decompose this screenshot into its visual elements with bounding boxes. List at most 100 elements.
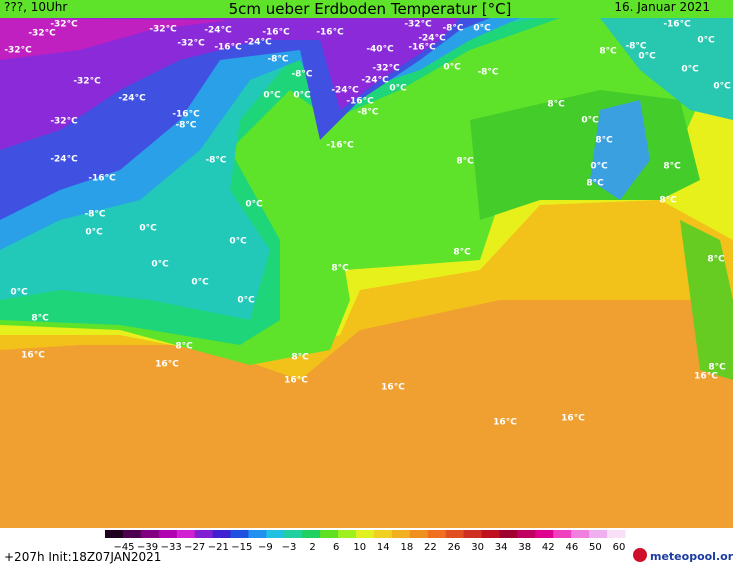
map-title: 5cm ueber Erdboden Temperatur [°C] xyxy=(229,0,512,18)
colorbar-swatch xyxy=(517,530,536,538)
colorbar-swatch xyxy=(356,530,375,538)
contour-label: 8°C xyxy=(31,314,49,324)
contour-label: 8°C xyxy=(453,248,471,258)
contour-label: -8°C xyxy=(291,70,312,80)
colorbar-swatch xyxy=(194,530,214,538)
logo-icon xyxy=(633,548,647,562)
colorbar-swatch xyxy=(391,530,411,538)
contour-label: -24°C xyxy=(50,155,78,165)
contour-label: -16°C xyxy=(316,28,344,38)
colorbar-swatch xyxy=(427,530,447,538)
colorbar-swatch xyxy=(122,530,142,538)
contour-label: -16°C xyxy=(88,174,116,184)
colorbar-swatch xyxy=(589,530,608,538)
colorbar-swatch xyxy=(445,530,465,538)
contour-label: 0°C xyxy=(581,116,599,126)
colorbar-tick-label: 38 xyxy=(518,542,531,553)
contour-label: -16°C xyxy=(346,97,374,107)
contour-label: 0°C xyxy=(229,237,247,247)
colorbar-tick-label: 2 xyxy=(309,542,315,553)
contour-label: 0°C xyxy=(713,82,731,92)
region xyxy=(590,100,650,200)
colorbar: −45 −39 −33 −27 −21 −15 −9 −3 2 6 10 14 18 22 26 30 34 38… xyxy=(105,530,626,553)
logo[interactable]: meteopool.org xyxy=(650,550,733,563)
map xyxy=(0,0,733,528)
contour-label: 8°C xyxy=(599,47,617,57)
colorbar-tick-label: 46 xyxy=(565,542,578,553)
contour-label: 8°C xyxy=(707,255,725,265)
header-left: ???, 10Uhr xyxy=(4,0,67,14)
contour-labels: -32°C-32°C-32°C-32°C -24°C-32°C -16°C -24°C… xyxy=(4,20,731,428)
colorbar-tick-label: −33 xyxy=(161,542,182,553)
contour-label: -8°C xyxy=(84,210,105,220)
contour-label: 0°C xyxy=(139,224,157,234)
contour-label: -32°C xyxy=(50,117,78,127)
contour-label: 8°C xyxy=(663,162,681,172)
colorbar-tick-label: −15 xyxy=(231,542,252,553)
contour-label: -32°C xyxy=(372,64,400,74)
contour-label: 8°C xyxy=(659,196,677,206)
contour-label: -16°C xyxy=(663,20,691,30)
contour-label: 16°C xyxy=(381,383,405,393)
contour-label: 8°C xyxy=(547,100,565,110)
contour-label: -32°C xyxy=(404,20,432,30)
colorbar-swatch xyxy=(338,530,357,538)
colorbar-swatch xyxy=(230,530,249,538)
contour-label: -8°C xyxy=(175,121,196,131)
contour-label: -32°C xyxy=(28,29,56,39)
contour-label: -16°C xyxy=(214,43,242,53)
contour-label: -24°C xyxy=(331,86,359,96)
contour-label: 0°C xyxy=(191,278,209,288)
colorbar-swatch xyxy=(499,530,518,538)
colorbar-tick-label: 26 xyxy=(448,542,461,553)
contour-label: 8°C xyxy=(586,179,604,189)
contour-label: -24°C xyxy=(118,94,146,104)
contour-label: -24°C xyxy=(204,26,232,36)
contour-label: 0°C xyxy=(443,63,461,73)
colorbar-swatch xyxy=(284,530,303,538)
colorbar-tick-label: 6 xyxy=(333,542,339,553)
contour-label: -8°C xyxy=(477,68,498,78)
contour-label: -8°C xyxy=(625,42,646,52)
contour-label: -8°C xyxy=(267,55,288,65)
contour-label: -32°C xyxy=(73,77,101,87)
contour-label: 0°C xyxy=(638,52,656,62)
colorbar-swatch xyxy=(571,530,590,538)
colorbar-tick-label: −45 xyxy=(113,542,134,553)
contour-label: 0°C xyxy=(389,84,407,94)
colorbar-tick-label: 10 xyxy=(353,542,366,553)
contour-label: 0°C xyxy=(245,200,263,210)
contour-label: 0°C xyxy=(293,91,311,101)
contour-label: 8°C xyxy=(291,353,309,363)
contour-label: -16°C xyxy=(408,43,436,53)
contour-label: 16°C xyxy=(21,351,45,361)
contour-label: -40°C xyxy=(366,45,394,55)
contour-label: 16°C xyxy=(155,360,179,370)
region xyxy=(0,18,230,60)
contour-label: 16°C xyxy=(694,372,718,382)
region xyxy=(600,18,733,120)
colorbar-swatch xyxy=(373,530,393,538)
colorbar-swatch xyxy=(140,530,160,538)
colorbar-swatch xyxy=(248,530,267,538)
colorbar-tick-label: 50 xyxy=(589,542,602,553)
contour-label: 16°C xyxy=(284,376,308,386)
contour-label: -32°C xyxy=(149,25,177,35)
run-info: +207h Init:18Z07JAN2021 xyxy=(4,550,161,564)
contour-label: 0°C xyxy=(590,162,608,172)
contour-label: 8°C xyxy=(456,157,474,167)
contour-label: 16°C xyxy=(493,418,517,428)
colorbar-swatch xyxy=(409,530,429,538)
contour-label: -24°C xyxy=(244,38,272,48)
colorbar-tick-label: −39 xyxy=(137,542,158,553)
region xyxy=(680,220,733,380)
colorbar-tick-label: −3 xyxy=(282,542,297,553)
colorbar-swatch xyxy=(535,530,554,538)
colorbar-tick-label: 34 xyxy=(495,542,508,553)
colorbar-swatch xyxy=(463,530,483,538)
colorbar-tick-label: 14 xyxy=(377,542,390,553)
colorbar-swatch xyxy=(266,530,285,538)
contour-label: -16°C xyxy=(262,28,290,38)
colorbar-tick-label: 30 xyxy=(471,542,484,553)
